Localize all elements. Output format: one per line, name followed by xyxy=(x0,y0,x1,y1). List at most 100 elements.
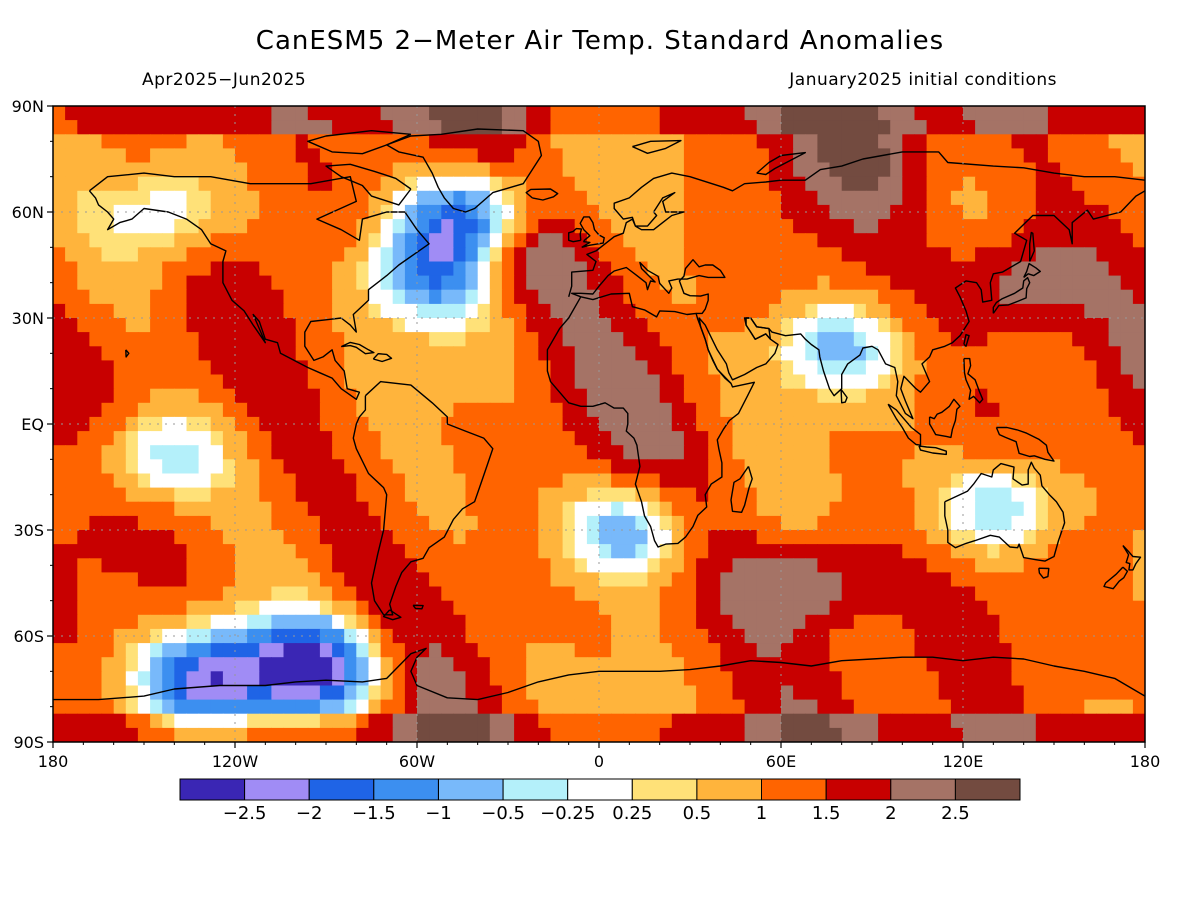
anomaly-cell xyxy=(125,148,139,164)
anomaly-cell xyxy=(368,727,382,742)
anomaly-cell xyxy=(1096,346,1110,361)
anomaly-cell xyxy=(283,544,297,559)
anomaly-cell xyxy=(65,120,78,135)
anomaly-cell xyxy=(332,501,345,517)
anomaly-cell xyxy=(501,459,515,474)
anomaly-cell xyxy=(380,459,394,474)
anomaly-cell xyxy=(77,501,90,517)
anomaly-cell xyxy=(756,275,770,291)
anomaly-cell xyxy=(817,134,831,149)
anomaly-cell xyxy=(526,134,539,149)
anomaly-cell xyxy=(793,416,806,432)
anomaly-cell xyxy=(344,727,357,742)
anomaly-cell xyxy=(865,600,879,616)
anomaly-cell xyxy=(720,318,733,333)
anomaly-cell xyxy=(890,148,903,164)
anomaly-cell xyxy=(975,148,988,164)
anomaly-cell xyxy=(768,699,782,715)
anomaly-cell xyxy=(829,643,843,658)
anomaly-cell xyxy=(623,727,636,742)
anomaly-cell xyxy=(222,374,236,390)
anomaly-cell xyxy=(1060,614,1073,630)
anomaly-cell xyxy=(174,628,187,644)
anomaly-cell xyxy=(162,388,175,404)
anomaly-cell xyxy=(611,727,624,742)
anomaly-cell xyxy=(247,190,260,206)
anomaly-cell xyxy=(635,233,649,248)
anomaly-cell xyxy=(235,572,248,588)
anomaly-cell xyxy=(938,388,952,404)
anomaly-cell xyxy=(162,459,175,474)
anomaly-cell xyxy=(963,247,976,262)
anomaly-cell xyxy=(222,685,236,701)
anomaly-cell xyxy=(404,346,418,361)
anomaly-cell xyxy=(113,289,127,305)
anomaly-cell xyxy=(853,586,867,602)
anomaly-cell xyxy=(975,162,988,178)
anomaly-cell xyxy=(429,558,442,573)
anomaly-cell xyxy=(744,713,758,729)
anomaly-cell xyxy=(417,671,430,686)
anomaly-cell xyxy=(1072,544,1085,559)
anomaly-cell xyxy=(1132,374,1145,390)
anomaly-cell xyxy=(514,374,527,390)
anomaly-cell xyxy=(817,713,831,729)
anomaly-cell xyxy=(562,190,576,206)
anomaly-cell xyxy=(344,360,357,376)
anomaly-cell xyxy=(987,699,1000,715)
anomaly-cell xyxy=(1011,318,1025,333)
anomaly-cell xyxy=(744,176,758,192)
anomaly-cell xyxy=(65,204,78,220)
anomaly-cell xyxy=(999,106,1013,121)
anomaly-cell xyxy=(271,106,285,121)
anomaly-cell xyxy=(198,643,212,658)
anomaly-cell xyxy=(477,134,491,149)
anomaly-cell xyxy=(671,473,685,489)
anomaly-cell xyxy=(259,261,272,277)
anomaly-cell xyxy=(890,332,903,347)
anomaly-cell xyxy=(1096,431,1110,446)
anomaly-cell xyxy=(186,176,200,192)
anomaly-cell xyxy=(125,247,139,262)
anomaly-cell xyxy=(732,219,746,234)
anomaly-cell xyxy=(514,544,527,559)
anomaly-cell xyxy=(647,487,661,503)
anomaly-cell xyxy=(659,628,673,644)
anomaly-cell xyxy=(332,416,345,432)
anomaly-cell xyxy=(708,671,721,686)
anomaly-cell xyxy=(611,360,624,376)
anomaly-cell xyxy=(89,346,103,361)
anomaly-cell xyxy=(550,600,564,616)
anomaly-cell xyxy=(732,544,746,559)
anomaly-cell xyxy=(538,685,551,701)
anomaly-cell xyxy=(101,431,115,446)
anomaly-cell xyxy=(356,459,369,474)
anomaly-cell xyxy=(259,586,272,602)
anomaly-cell xyxy=(720,699,733,715)
anomaly-cell xyxy=(805,176,818,192)
anomaly-cell xyxy=(841,176,855,192)
anomaly-cell xyxy=(501,515,515,531)
anomaly-cell xyxy=(186,713,200,729)
anomaly-cell xyxy=(210,204,224,220)
anomaly-cell xyxy=(611,558,624,573)
anomaly-cell xyxy=(77,487,90,503)
anomaly-cell xyxy=(999,643,1013,658)
anomaly-cell xyxy=(756,685,770,701)
anomaly-cell xyxy=(938,473,952,489)
anomaly-cell xyxy=(1096,614,1110,630)
anomaly-cell xyxy=(247,671,260,686)
anomaly-cell xyxy=(198,388,212,404)
anomaly-cell xyxy=(671,388,685,404)
anomaly-cell xyxy=(963,289,976,305)
anomaly-cell xyxy=(477,303,491,319)
anomaly-cell xyxy=(781,303,794,319)
anomaly-cell xyxy=(404,487,418,503)
anomaly-cell xyxy=(683,134,697,149)
anomaly-cell xyxy=(793,685,806,701)
anomaly-cell xyxy=(89,162,103,178)
anomaly-cell xyxy=(829,162,843,178)
anomaly-cell xyxy=(768,374,782,390)
anomaly-cell xyxy=(1120,643,1134,658)
anomaly-cell xyxy=(574,374,588,390)
